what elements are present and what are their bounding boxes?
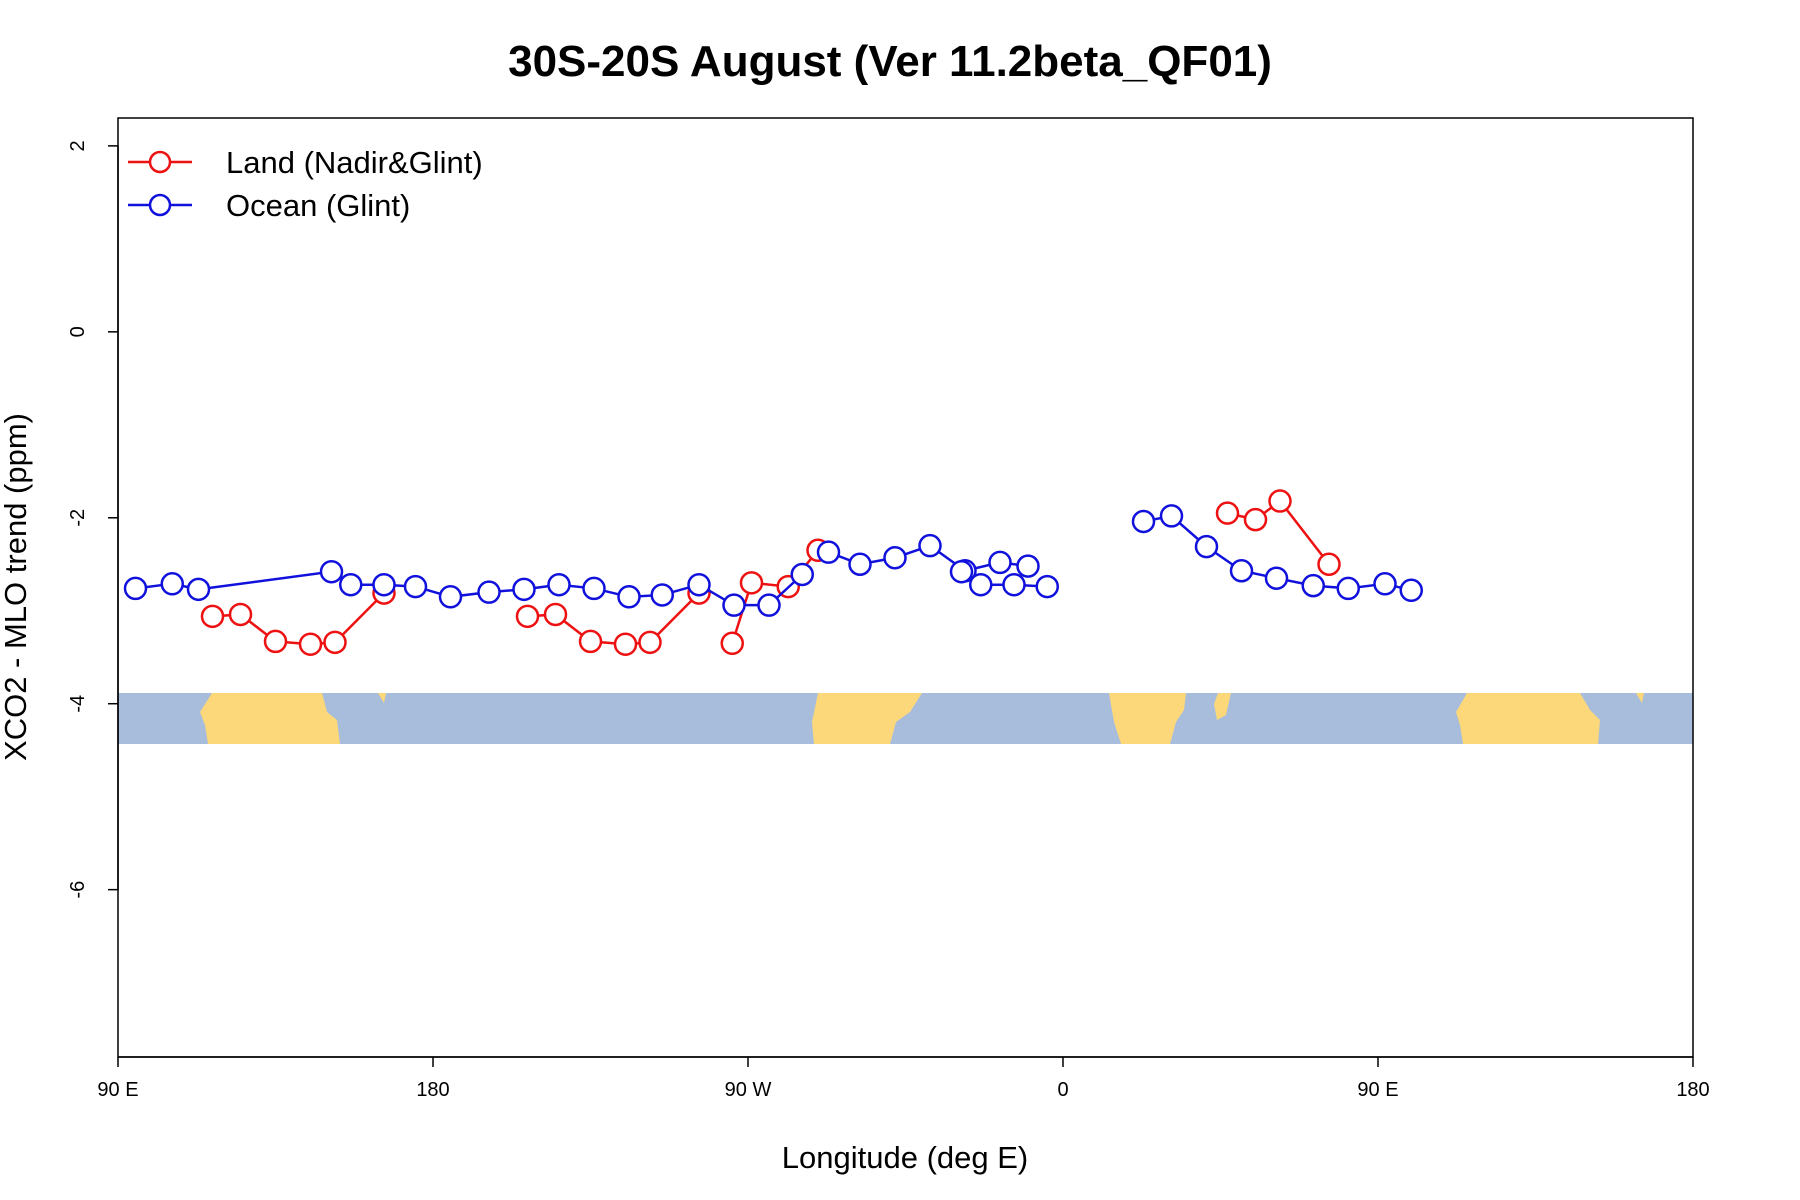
legend-marker-land [148,150,172,174]
data-point [848,552,872,577]
legend-label-land: Land (Nadir&Glint) [226,145,483,180]
data-point [1002,572,1026,597]
data-point [582,576,606,601]
x-tick-label: 90 E [1357,1079,1398,1101]
data-point [403,574,428,599]
y-tick-label: 0 [67,326,89,337]
data-point [1215,501,1240,525]
data-point [298,632,323,656]
data-point [323,630,347,655]
data-point [1035,574,1059,599]
legend-entry-land: Land (Nadir&Glint) [128,145,483,180]
data-point [687,572,711,597]
y-tick-label: -6 [67,881,89,899]
data-point [739,571,764,595]
x-axis-label: Longitude (deg E) [782,1140,1028,1175]
x-tick-label: 0 [1057,1079,1068,1101]
data-point [613,632,638,656]
y-axis: 2 0 -2 -4 -6 [67,140,119,899]
series-layer [123,489,1423,656]
data-point [1399,578,1423,603]
data-point [650,583,674,607]
legend: Land (Nadir&Glint) Ocean (Glint) [128,145,483,223]
data-point [319,559,344,584]
data-point [918,533,942,558]
data-point [816,540,841,564]
x-tick-label: 90 W [725,1079,772,1101]
data-point [969,572,993,597]
data-point [339,572,363,597]
x-axis: 90 E 180 90 W 0 90 E 180 [97,1056,1710,1101]
data-point [1159,504,1184,528]
data-point [757,593,781,617]
data-point [186,577,211,602]
australia-land-right [1456,693,1600,744]
data-point [883,545,907,570]
series-ocean [123,504,1423,617]
data-point [1243,507,1268,532]
y-tick-label: -4 [67,695,89,713]
chart-title: 30S-20S August (Ver 11.2beta_QF01) [508,37,1272,86]
data-point [638,630,662,655]
data-point [578,629,603,654]
data-point [790,562,814,587]
world-map-strip [118,693,1693,744]
data-point [1264,566,1289,590]
data-point [1317,552,1341,577]
data-point [1268,489,1292,513]
y-axis-label: XCO2 - MLO trend (ppm) [0,413,33,761]
x-tick-label: 180 [416,1079,449,1101]
south-america-land-left [812,693,922,744]
y-tick-label: -2 [67,509,89,527]
series-line [1227,499,1330,566]
data-point [720,631,744,656]
data-point [228,602,253,627]
data-point [1301,573,1325,598]
data-point [200,604,225,629]
data-point [1131,509,1156,534]
data-point [123,576,148,601]
legend-entry-ocean: Ocean (Glint) [128,188,410,223]
data-point [949,559,974,584]
data-point [1194,534,1219,559]
data-point [438,585,463,609]
data-point [1373,572,1397,596]
data-point [547,572,571,597]
data-point [988,550,1012,575]
legend-marker-ocean [148,193,172,217]
land-shapes [200,693,1644,744]
australia-land-left [200,693,340,744]
data-point [372,572,396,597]
data-point [1336,576,1360,601]
data-point [263,629,288,654]
data-point [1229,559,1254,583]
data-point [512,577,536,602]
x-tick-label: 180 [1676,1079,1709,1101]
madagascar-island [1214,693,1231,720]
data-point [1016,554,1040,578]
data-point [160,572,184,596]
data-point [543,602,568,627]
legend-label-ocean: Ocean (Glint) [226,188,410,223]
x-tick-label: 90 E [97,1079,138,1101]
data-point [617,585,641,609]
south-america-land-right [1109,693,1186,744]
y-tick-label: 2 [67,140,89,151]
data-point [722,593,746,617]
small-island-right [1636,693,1644,703]
data-point [515,604,540,629]
small-island-left [378,693,386,703]
data-point [477,580,501,604]
